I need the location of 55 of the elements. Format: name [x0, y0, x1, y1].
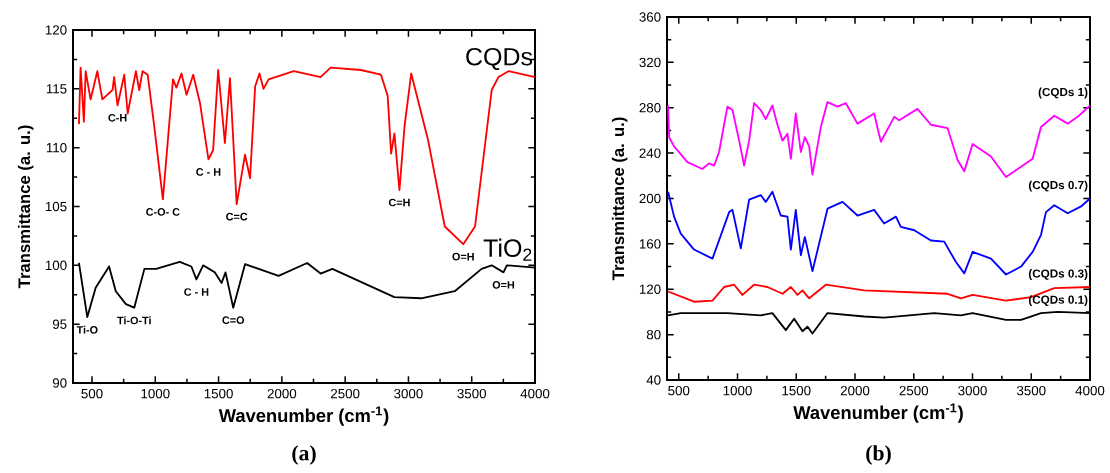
- y-axis-title: Transmittance (a. u.): [611, 117, 628, 281]
- y-tick-label: 240: [639, 148, 661, 158]
- annotation: C - H: [196, 168, 221, 176]
- x-tick-label: 4000: [1075, 385, 1105, 396]
- annotation: C=C: [226, 212, 248, 221]
- x-tick-label: 1500: [204, 388, 233, 399]
- y-tick-label: 200: [639, 193, 661, 204]
- annotation: O=H: [492, 281, 515, 289]
- annotation: C=H: [388, 198, 410, 207]
- y-tick-label: 105: [45, 201, 67, 212]
- y-tick-label: 320: [639, 57, 661, 68]
- y-tick-label: 110: [46, 142, 67, 153]
- annotation: O=H: [452, 252, 474, 261]
- y-tick-label: 360: [639, 12, 661, 22]
- x-axis-title: Wavenumber (cm$^{-1}$): [218, 406, 389, 426]
- text: (b): [866, 445, 891, 465]
- annotation: (CQDs 1): [1038, 87, 1088, 99]
- x-axis-title: Wavenumber (cm$^{-1}$): [793, 403, 963, 423]
- y-tick-label: 120: [639, 284, 661, 294]
- text: (a): [292, 445, 316, 465]
- annotation: C=O: [222, 316, 245, 325]
- x-tick-label: 2000: [267, 388, 297, 399]
- annotation: TiO$_{2}$: [483, 238, 532, 261]
- annotation: (CQDs 0.7): [1028, 180, 1088, 192]
- annotation: Ti-O-Ti: [117, 316, 151, 325]
- y-tick-label: 95: [52, 319, 67, 329]
- x-tick-label: 1000: [723, 385, 752, 396]
- annotation: C-O- C: [146, 208, 180, 216]
- annotation: CQDs: [466, 47, 533, 71]
- x-tick-label: 500: [668, 385, 690, 396]
- y-tick-label: 160: [639, 239, 661, 249]
- y-tick-label: 280: [639, 103, 661, 113]
- annotation: (CQDs 0.3): [1028, 269, 1088, 280]
- x-tick-label: 3000: [958, 385, 987, 396]
- y-axis-title: Transmittance (a. u.): [17, 125, 34, 289]
- annotation: Ti-O: [76, 325, 98, 334]
- x-tick-label: 2000: [840, 385, 870, 396]
- x-tick-label: 3500: [457, 388, 487, 399]
- y-tick-label: 100: [45, 260, 67, 271]
- x-tick-label: 500: [81, 388, 103, 399]
- x-tick-label: 2500: [331, 388, 360, 399]
- annotation: C-H: [108, 113, 127, 122]
- x-tick-label: 3000: [394, 388, 423, 399]
- x-tick-label: 1000: [141, 388, 170, 399]
- annotation: C - H: [184, 288, 209, 296]
- y-tick-label: 40: [646, 375, 661, 385]
- y-tick-label: 80: [646, 329, 661, 340]
- y-tick-label: 120: [45, 25, 67, 35]
- x-tick-label: 3500: [1016, 385, 1046, 396]
- annotation: (CQDs 0.1): [1028, 295, 1088, 307]
- y-tick-label: 115: [46, 84, 67, 94]
- x-tick-label: 1500: [782, 385, 811, 396]
- x-tick-label: 2500: [899, 385, 929, 396]
- x-tick-label: 4000: [520, 388, 550, 399]
- y-tick-label: 90: [52, 378, 67, 388]
